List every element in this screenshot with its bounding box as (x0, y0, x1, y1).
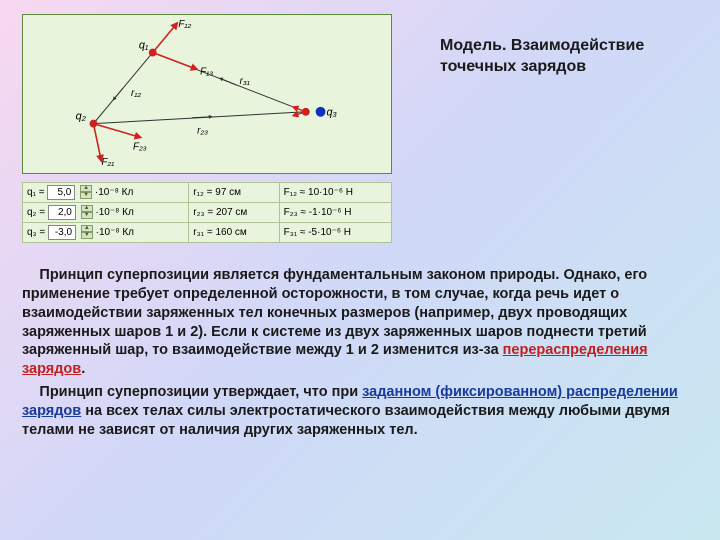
cell-F31: F₃₁ ≈ -5·10⁻⁶ Н (279, 223, 391, 243)
charge-diagram: q₁ q₂ q₃ r₁₂ r₂₃ r₃₁ F₁₂ F₁₃ F₂₃ F₂₁ (23, 15, 391, 173)
cell-r23: r₂₃ = 207 см (189, 203, 279, 223)
cell-q2: q₂ = 2,0 ▲▼ ·10⁻⁸ Кл (23, 203, 189, 223)
label-q2: q₂ (76, 111, 87, 123)
cell-q3: q₃ = -3,0 ▲▼ ·10⁻⁸ Кл (23, 223, 189, 243)
cell-r12: r₁₂ = 97 см (189, 183, 279, 203)
label-F12: F₁₂ (178, 19, 191, 30)
label-r23: r₂₃ (197, 126, 208, 137)
label-q3: q₃ (326, 107, 337, 119)
input-q2[interactable]: 2,0 (48, 205, 76, 220)
parameter-table: q₁ = 5,0 ▲▼ ·10⁻⁸ Кл r₁₂ = 97 см F₁₂ ≈ 1… (22, 182, 392, 243)
paragraph-2: Принцип суперпозиции утверждает, что при… (22, 383, 698, 440)
cell-F12: F₁₂ ≈ 10·10⁻⁶ Н (279, 183, 391, 203)
cell-q1: q₁ = 5,0 ▲▼ ·10⁻⁸ Кл (23, 183, 189, 203)
cell-F23: F₂₃ ≈ -1·10⁻⁶ Н (279, 203, 391, 223)
body-text: Принцип суперпозиции является фундамента… (22, 266, 698, 444)
diagram-panel: q₁ q₂ q₃ r₁₂ r₂₃ r₃₁ F₁₂ F₁₃ F₂₃ F₂₁ (22, 14, 392, 174)
label-r31: r₃₁ (240, 76, 250, 87)
input-q1[interactable]: 5,0 (47, 185, 75, 200)
label-r12: r₁₂ (131, 88, 141, 99)
spinner-q2[interactable]: ▲▼ (81, 205, 93, 219)
spinner-q1[interactable]: ▲▼ (80, 185, 92, 199)
label-F23: F₂₃ (133, 141, 147, 152)
paragraph-1: Принцип суперпозиции является фундамента… (22, 266, 698, 379)
input-q3[interactable]: -3,0 (48, 225, 76, 240)
cell-r31: r₃₁ = 160 см (189, 223, 279, 243)
label-F13: F₁₃ (200, 66, 213, 77)
spinner-q3[interactable]: ▲▼ (81, 225, 93, 239)
label-q1: q₁ (139, 40, 149, 52)
label-F21: F₂₁ (101, 157, 114, 168)
page-title: Модель. Взаимодействие точечных зарядов (440, 36, 690, 78)
